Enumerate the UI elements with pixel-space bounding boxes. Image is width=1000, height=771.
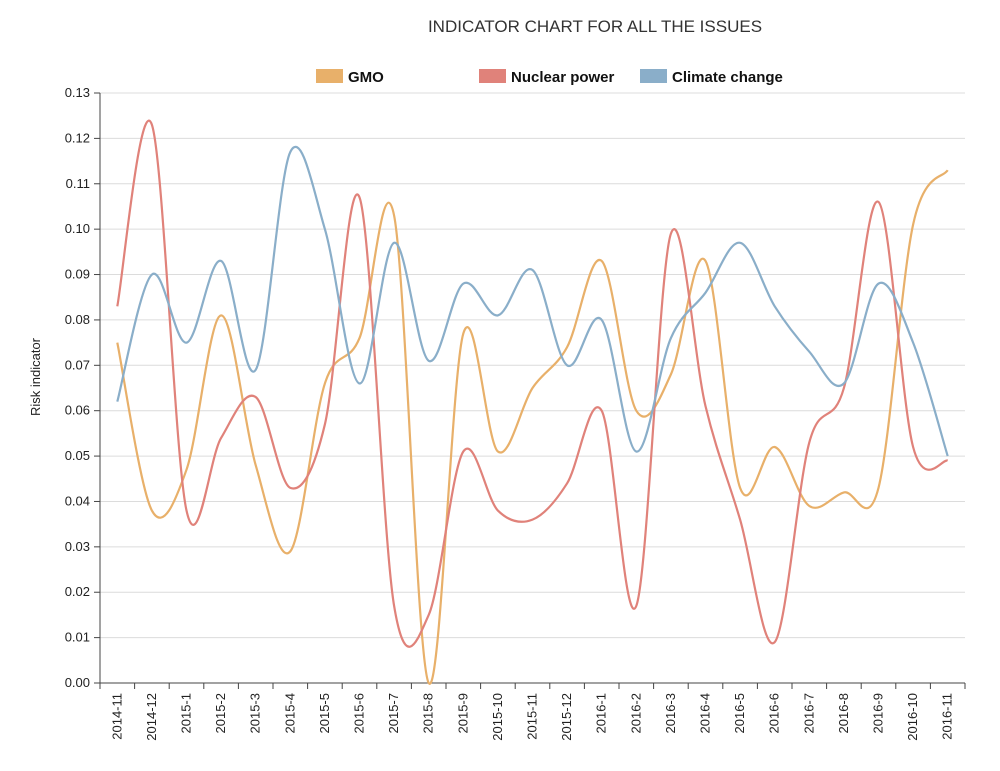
y-tick-label: 0.05: [65, 448, 90, 463]
x-tick-label: 2016-4: [698, 693, 713, 733]
y-axis-title: Risk indicator: [28, 337, 43, 416]
x-tick-label: 2016-2: [628, 693, 643, 733]
legend-label-gmo: GMO: [348, 69, 384, 86]
x-tick-label: 2016-5: [732, 693, 747, 733]
legend-label-nuclear-power: Nuclear power: [511, 69, 615, 86]
y-tick-label: 0.08: [65, 312, 90, 327]
y-tick-label: 0.09: [65, 267, 90, 282]
x-tick-label: 2016-3: [663, 693, 678, 733]
x-axis: 2014-11 2014-12 2015-1 2015-2 2015-3 2015-4 20…: [99, 682, 966, 741]
y-tick-label: 0.13: [65, 85, 90, 100]
y-tick-label: 0.07: [65, 357, 90, 372]
x-tick-label: 2015-7: [386, 693, 401, 733]
x-tick-label: 2015-11: [525, 693, 540, 740]
x-tick-label: 2015-2: [213, 693, 228, 733]
legend-swatch-climate-change: [640, 69, 667, 83]
x-tick-label: 2015-1: [179, 693, 194, 733]
legend: GMO Nuclear power Climate change: [316, 69, 783, 86]
y-tick-label: 0.12: [65, 130, 90, 145]
y-tick-label: 0.03: [65, 539, 90, 554]
x-tick-label: 2016-8: [836, 693, 851, 733]
x-tick-label: 2014-12: [144, 693, 159, 741]
x-tick-label: 2015-6: [352, 693, 367, 733]
series-line-gmo: [116, 169, 949, 685]
series-line-climate-change: [116, 145, 949, 457]
series-lines: [116, 119, 949, 685]
x-tick-label: 2015-5: [317, 693, 332, 733]
legend-swatch-gmo: [316, 69, 343, 83]
x-tick-label: 2016-6: [767, 693, 782, 733]
y-tick-label: 0.10: [65, 221, 90, 236]
x-tick-label: 2016-9: [871, 693, 886, 733]
x-tick-label: 2014-11: [109, 693, 124, 740]
x-tick-label: 2015-12: [559, 693, 574, 741]
y-tick-label: 0.00: [65, 675, 90, 690]
y-tick-label: 0.06: [65, 403, 90, 418]
x-tick-label: 2015-3: [248, 693, 263, 733]
y-tick-label: 0.04: [65, 493, 90, 508]
x-tick-label: 2016-11: [940, 693, 955, 740]
y-tick-label: 0.01: [65, 630, 90, 645]
x-tick-label: 2015-10: [490, 693, 505, 741]
y-tick-label: 0.02: [65, 584, 90, 599]
x-tick-label: 2016-1: [594, 693, 609, 733]
x-tick-label: 2015-4: [282, 693, 297, 733]
chart-title: INDICATOR CHART FOR ALL THE ISSUES: [428, 17, 762, 36]
x-tick-label: 2015-8: [421, 693, 436, 733]
legend-label-climate-change: Climate change: [672, 69, 783, 86]
y-tick-label: 0.11: [66, 176, 90, 191]
x-tick-label: 2016-10: [905, 693, 920, 741]
grid-lines: [100, 92, 965, 684]
x-tick-label: 2016-7: [801, 693, 816, 733]
series-line-nuclear-power: [116, 119, 949, 648]
legend-swatch-nuclear-power: [479, 69, 506, 83]
y-axis: 0.00 0.01 0.02 0.03 0.04 0.05 0.06 0.07 0.08 0.09…: [65, 85, 101, 690]
x-tick-label: 2015-9: [455, 693, 470, 733]
